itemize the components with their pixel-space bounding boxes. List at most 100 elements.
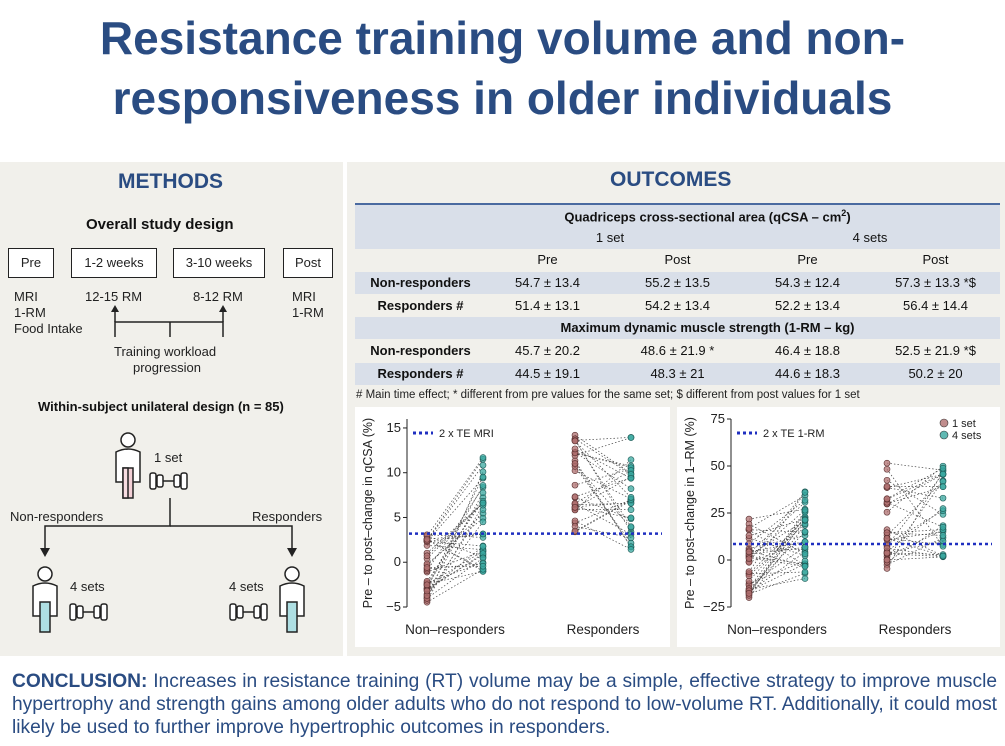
paired-line — [426, 504, 484, 601]
point-4sets — [801, 496, 809, 504]
methods-heading: METHODS — [118, 170, 223, 193]
paired-line — [426, 513, 484, 566]
point-4sets — [479, 489, 487, 497]
time-header: Pre — [537, 252, 558, 267]
qcsa-heading-row: Quadriceps cross-sectional area (qCSA – … — [355, 205, 1000, 227]
point-1set — [571, 445, 579, 453]
timeline-pre: Pre — [8, 248, 54, 278]
paired-line — [426, 502, 484, 557]
group-header-4sets: 4 sets — [852, 230, 888, 245]
paired-line — [574, 506, 632, 519]
point-4sets — [939, 552, 947, 560]
point-4sets — [939, 505, 947, 512]
paired-line — [886, 473, 944, 547]
paired-line — [748, 546, 806, 555]
point-1set — [571, 481, 579, 489]
point-1set — [883, 483, 891, 490]
dumbbell-icon — [229, 603, 268, 621]
point-4sets — [479, 461, 487, 469]
table-cell: 45.7 ± 20.2 — [515, 343, 580, 358]
rm-heading: Maximum dynamic muscle strength (1-RM – … — [560, 320, 855, 335]
paired-line — [886, 532, 944, 536]
paired-line — [748, 517, 806, 582]
point-1set — [571, 437, 579, 445]
point-4sets — [479, 562, 487, 570]
table-cell: 44.6 ± 18.3 — [775, 366, 840, 381]
point-4sets — [627, 506, 635, 514]
post-measure-mri: MRI — [292, 289, 316, 304]
page-title: Resistance training volume and non-respo… — [99, 12, 906, 124]
person-icon — [32, 566, 58, 633]
paired-line — [886, 473, 944, 488]
paired-line — [886, 529, 944, 534]
paired-line — [426, 534, 484, 538]
paired-line — [748, 548, 806, 551]
point-4sets — [801, 506, 809, 514]
table-row: Non-responders 45.7 ± 20.2 48.6 ± 21.9 *… — [355, 340, 1000, 362]
x-category-label: Responders — [567, 622, 640, 637]
table-cell: 55.2 ± 13.5 — [645, 275, 710, 290]
paired-line — [886, 479, 944, 515]
point-1set — [883, 549, 891, 557]
group-header-1set: 1 set — [595, 230, 625, 245]
dumbbell-icon — [69, 603, 108, 621]
point-1set — [883, 556, 891, 564]
paired-line — [426, 539, 484, 570]
y-tick-label: −25 — [703, 599, 725, 614]
point-1set — [423, 535, 431, 543]
paired-line — [426, 563, 484, 570]
x-category-label: Responders — [879, 622, 952, 637]
point-4sets — [627, 485, 635, 493]
point-4sets — [801, 489, 809, 496]
point-1set — [423, 581, 431, 589]
group-header-row: 1 set 4 sets — [355, 227, 1000, 249]
timeline-weeks-3-10: 3-10 weeks — [173, 248, 265, 278]
conclusion-text: CONCLUSION: Increases in resistance trai… — [12, 670, 997, 739]
rm-late-label: 8-12 RM — [193, 289, 243, 304]
point-1set — [745, 524, 753, 532]
point-1set — [423, 564, 431, 571]
paired-line — [574, 452, 632, 490]
row-label: Responders # — [377, 298, 464, 313]
point-4sets — [479, 499, 487, 507]
point-1set — [883, 529, 891, 537]
paired-line — [748, 518, 806, 536]
table-cell: 54.3 ± 12.4 — [775, 275, 840, 290]
person-icon — [279, 566, 305, 633]
unilateral-heading: Within-subject unilateral design (n = 85… — [38, 399, 284, 414]
timeline-weeks-1-2: 1-2 weeks — [71, 248, 157, 278]
x-category-label: Non–responders — [405, 622, 505, 637]
paired-line — [426, 546, 484, 592]
paired-line — [748, 560, 806, 585]
progression-label-line2: progression — [133, 360, 201, 375]
paired-line — [574, 452, 632, 468]
te-legend-label: 2 x TE 1-RM — [763, 428, 825, 440]
paired-line — [886, 529, 944, 557]
paired-line — [748, 555, 806, 565]
point-1set — [745, 590, 753, 597]
paired-line — [886, 487, 944, 499]
legend-label: 4 sets — [952, 430, 982, 442]
y-tick-label: 0 — [718, 552, 725, 567]
paired-line — [574, 468, 632, 486]
paired-line — [886, 552, 944, 555]
paired-line — [748, 550, 806, 567]
paired-line — [886, 553, 944, 557]
point-4sets — [939, 494, 947, 502]
te-legend-label: 2 x TE MRI — [439, 428, 494, 440]
point-1set — [883, 465, 891, 473]
y-axis-label: Pre – to post–change in qCSA (%) — [361, 418, 375, 608]
point-1set — [883, 535, 891, 542]
paired-line — [574, 437, 632, 441]
paired-line — [574, 476, 632, 509]
table-cell: 46.4 ± 18.8 — [775, 343, 840, 358]
x-category-label: Non–responders — [727, 622, 827, 637]
point-4sets — [801, 550, 809, 557]
paired-line — [574, 526, 632, 539]
paired-line — [426, 568, 484, 603]
paired-line — [426, 551, 484, 585]
paired-line — [748, 557, 806, 567]
paired-line — [748, 491, 806, 562]
point-1set — [883, 495, 891, 503]
point-1set — [745, 568, 753, 575]
